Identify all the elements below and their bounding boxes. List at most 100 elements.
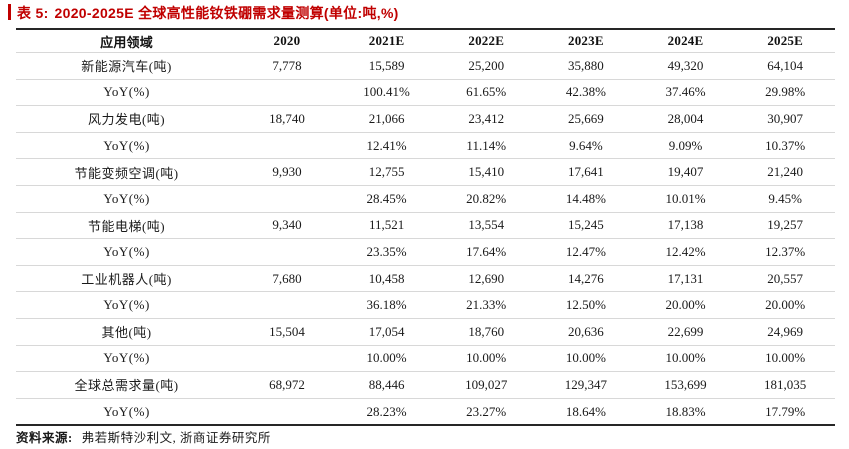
row-label: YoY(%)	[16, 184, 238, 213]
value-cell: 37.46%	[635, 78, 736, 106]
value-cell: 64,104	[735, 52, 835, 80]
row-label: YoY(%)	[16, 397, 238, 426]
row-label: YoY(%)	[16, 291, 238, 319]
row-label: YoY(%)	[16, 238, 238, 266]
table-row: 节能变频空调(吨) 9,930 12,755 15,410 17,641 19,407 21…	[16, 158, 835, 186]
table-row: YoY(%) 36.18% 21.33% 12.50% 20.00% 20.00%	[16, 291, 835, 319]
header-row: 应用领域 2020 2021E 2022E 2023E 2024E 2025E	[16, 29, 835, 53]
value-cell: 15,410	[436, 158, 537, 186]
table-header-row: 应用领域 2020 2021E 2022E 2023E 2024E 2025E	[16, 29, 835, 53]
value-cell: 9,340	[237, 211, 337, 239]
value-cell: 23.27%	[436, 397, 537, 426]
table-row: 新能源汽车(吨) 7,778 15,589 25,200 35,880 49,320 64,…	[16, 52, 835, 80]
value-cell: 28.45%	[336, 184, 437, 213]
column-header-year: 2025E	[767, 33, 803, 48]
value-cell: 14,276	[536, 264, 636, 292]
value-cell: 10.00%	[735, 344, 835, 372]
table-row: YoY(%) 10.00% 10.00% 10.00% 10.00% 10.00%	[16, 344, 835, 372]
value-cell: 17.64%	[436, 238, 537, 266]
table-row: 其他(吨) 15,504 17,054 18,760 20,636 22,699 24,96…	[16, 317, 835, 346]
table-row: YoY(%) 28.23% 23.27% 18.64% 18.83% 17.79%	[16, 397, 835, 426]
value-cell: 10.00%	[436, 344, 537, 372]
value-cell	[237, 344, 337, 372]
value-cell	[237, 291, 337, 319]
value-cell: 18.83%	[635, 397, 736, 426]
table-body: 新能源汽车(吨) 7,778 15,589 25,200 35,880 49,320 64,…	[16, 52, 835, 426]
value-cell: 28,004	[635, 105, 736, 133]
title-accent-bar	[8, 4, 11, 20]
value-cell: 68,972	[237, 371, 337, 399]
value-cell: 7,680	[237, 264, 337, 292]
value-cell: 12.41%	[336, 131, 437, 159]
value-cell: 15,245	[536, 211, 636, 239]
table-row: YoY(%) 28.45% 20.82% 14.48% 10.01% 9.45%	[16, 184, 835, 213]
value-cell: 17,641	[536, 158, 636, 186]
value-cell: 22,699	[635, 317, 736, 346]
table-row: YoY(%) 100.41% 61.65% 42.38% 37.46% 29.98%	[16, 78, 835, 106]
value-cell: 9.45%	[735, 184, 835, 213]
value-cell: 9.09%	[635, 131, 736, 159]
value-cell: 20.00%	[635, 291, 736, 319]
table-row: 风力发电(吨) 18,740 21,066 23,412 25,669 28,004 30,…	[16, 105, 835, 133]
column-header-year: 2022E	[468, 33, 505, 48]
column-header-year: 2020	[273, 33, 301, 48]
value-cell: 129,347	[536, 371, 636, 399]
source-text: 弗若斯特沙利文, 浙商证券研究所	[81, 431, 271, 445]
value-cell: 10.37%	[735, 131, 835, 159]
value-cell: 24,969	[735, 317, 835, 346]
value-cell: 36.18%	[336, 291, 437, 319]
column-header-year: 2023E	[568, 33, 604, 48]
table-row: YoY(%) 12.41% 11.14% 9.64% 9.09% 10.37%	[16, 131, 835, 159]
value-cell: 19,257	[735, 211, 835, 239]
row-label: 风力发电(吨)	[16, 105, 238, 133]
value-cell: 21,240	[735, 158, 835, 186]
value-cell: 61.65%	[436, 78, 537, 106]
value-cell	[237, 184, 337, 213]
value-cell	[237, 131, 337, 159]
value-cell: 181,035	[735, 371, 835, 399]
value-cell: 12,690	[436, 264, 537, 292]
source-label: 资料来源:	[16, 431, 73, 445]
row-label: YoY(%)	[16, 131, 238, 159]
value-cell: 19,407	[635, 158, 736, 186]
value-cell: 11,521	[336, 211, 437, 239]
table-title: 表 5: 2020-2025E 全球高性能钕铁硼需求量测算(单位:吨,%)	[17, 3, 399, 23]
value-cell: 18.64%	[536, 397, 636, 426]
value-cell: 15,589	[336, 52, 437, 80]
table-row: YoY(%) 23.35% 17.64% 12.47% 12.42% 12.37%	[16, 238, 835, 266]
value-cell: 20,557	[735, 264, 835, 292]
table-row: 全球总需求量(吨) 68,972 88,446 109,027 129,347 153,6…	[16, 371, 835, 399]
table-row: 节能电梯(吨) 9,340 11,521 13,554 15,245 17,138 19,2…	[16, 211, 835, 239]
row-label: YoY(%)	[16, 344, 238, 372]
value-cell: 12,755	[336, 158, 437, 186]
table-row: 工业机器人(吨) 7,680 10,458 12,690 14,276 17,131 20,…	[16, 264, 835, 292]
value-cell: 25,669	[536, 105, 636, 133]
row-label: 全球总需求量(吨)	[16, 371, 238, 399]
demand-forecast-table: 应用领域 2020 2021E 2022E 2023E 2024E 2025E 新能源汽车(…	[16, 28, 835, 427]
value-cell: 153,699	[635, 371, 736, 399]
table-title-text: 2020-2025E 全球高性能钕铁硼需求量测算(单位:吨,%)	[54, 5, 399, 21]
table-number-label: 表 5:	[17, 5, 49, 21]
source-note: 资料来源: 弗若斯特沙利文, 浙商证券研究所	[16, 427, 271, 446]
row-label: 新能源汽车(吨)	[16, 52, 238, 80]
row-label: 节能变频空调(吨)	[16, 158, 238, 186]
value-cell: 12.50%	[536, 291, 636, 319]
value-cell: 9.64%	[536, 131, 636, 159]
value-cell: 17,131	[635, 264, 736, 292]
value-cell	[237, 238, 337, 266]
value-cell: 28.23%	[336, 397, 437, 426]
value-cell: 10.01%	[635, 184, 736, 213]
value-cell: 17,138	[635, 211, 736, 239]
value-cell: 21.33%	[436, 291, 537, 319]
value-cell: 9,930	[237, 158, 337, 186]
value-cell: 23.35%	[336, 238, 437, 266]
row-label: 工业机器人(吨)	[16, 264, 238, 292]
value-cell: 21,066	[336, 105, 437, 133]
value-cell: 20,636	[536, 317, 636, 346]
value-cell	[237, 78, 337, 106]
value-cell: 20.82%	[436, 184, 537, 213]
column-header-application-field: 应用领域	[100, 34, 153, 50]
row-label: 节能电梯(吨)	[16, 211, 238, 239]
value-cell: 13,554	[436, 211, 537, 239]
